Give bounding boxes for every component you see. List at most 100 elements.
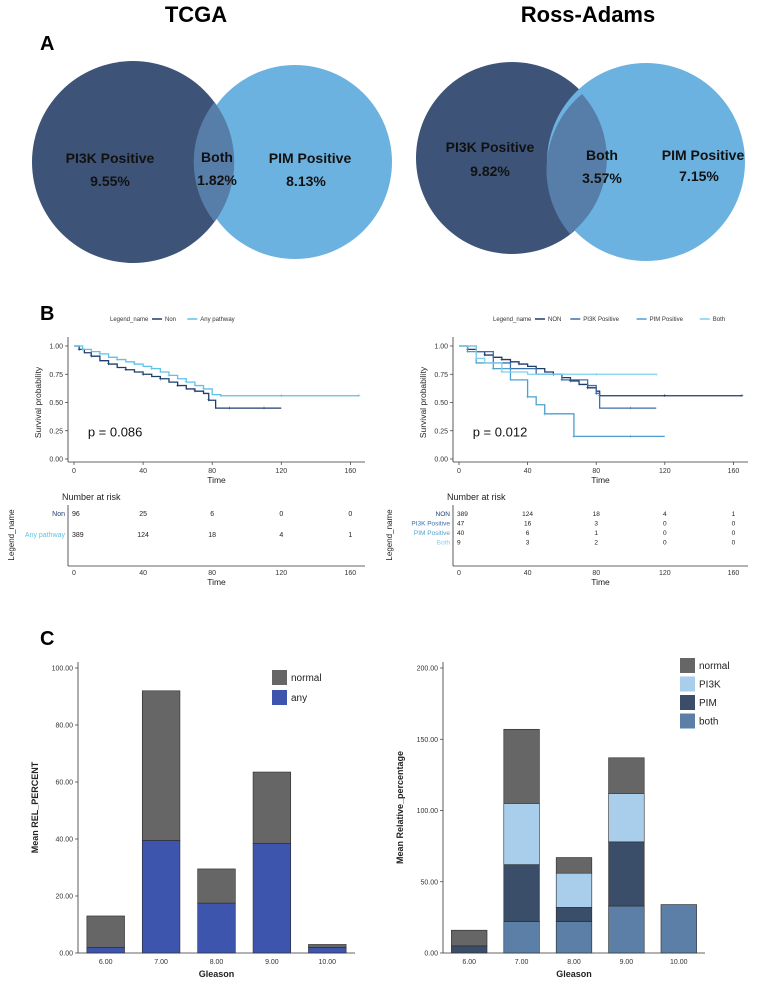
bar-segment-any — [141, 840, 181, 954]
bar-segment-normal — [86, 915, 125, 948]
risk-count: 0 — [663, 540, 667, 547]
bar-segment-both — [503, 921, 540, 954]
x-tick-label: 10.00 — [670, 959, 688, 966]
y-tick-label: 200.00 — [417, 666, 439, 673]
km-chart-tcga: Legend_name Non Any pathway 0.00 0.25 0.50 0.7… — [7, 317, 365, 587]
y-tick-label: 40.00 — [55, 837, 73, 844]
legend-label: PI3K Positive — [583, 317, 619, 323]
x-tick-label: 40 — [524, 468, 532, 475]
bar-segment-normal — [451, 929, 488, 947]
censor-mark: + — [176, 384, 180, 390]
risk-x-tick-label: 40 — [139, 570, 147, 577]
venn-left-value: 9.55% — [90, 173, 130, 189]
venn-left-value: 9.82% — [470, 163, 510, 179]
censor-mark: + — [98, 352, 102, 358]
censor-mark: + — [185, 380, 189, 386]
legend-swatch — [680, 658, 695, 673]
x-tick-label: 9.00 — [265, 959, 279, 966]
risk-count: 18 — [208, 532, 216, 539]
legend-label: both — [699, 717, 718, 728]
risk-table-title: Number at risk — [62, 492, 121, 502]
censor-mark: + — [207, 398, 211, 404]
venn-circle-pim — [547, 63, 745, 261]
risk-count: 47 — [457, 521, 465, 528]
bar-segment-pim — [451, 945, 488, 954]
censor-mark: + — [167, 373, 171, 379]
legend-label: Both — [713, 317, 725, 323]
risk-count: 6 — [526, 530, 530, 537]
x-tick-label: 160 — [345, 468, 357, 475]
risk-count: 2 — [594, 540, 598, 547]
km-curve-both — [459, 345, 657, 375]
censor-mark: + — [280, 394, 284, 400]
risk-x-axis-title: Time — [591, 577, 610, 587]
censor-mark: + — [107, 362, 111, 368]
bar-segment-pi3k — [503, 803, 540, 865]
legend-label: Non — [165, 317, 176, 323]
censor-mark: + — [483, 353, 487, 359]
censor-mark: + — [90, 354, 94, 360]
censor-mark: + — [219, 394, 223, 400]
y-tick-label: 0.25 — [434, 428, 448, 435]
risk-count: 3 — [594, 521, 598, 528]
venn-right-value: 8.13% — [286, 173, 326, 189]
bar-chart-ross-adams: 0.00 50.00 100.00 150.00 200.00 6.00 7.00 8.00 9… — [395, 658, 730, 979]
y-tick-label: 0.50 — [49, 400, 63, 407]
x-axis-title: Gleason — [556, 969, 592, 979]
x-tick-label: 120 — [275, 468, 287, 475]
venn-tcga: TCGA PI3K Positive 9.55% Both 1.82% PIM … — [32, 2, 392, 263]
y-tick-label: 150.00 — [417, 737, 439, 744]
bar-chart-tcga: 0.00 20.00 40.00 60.00 80.00 100.00 6.00 7.00 8.… — [30, 662, 355, 979]
risk-count: 40 — [457, 530, 465, 537]
y-tick-label: 100.00 — [52, 666, 74, 673]
risk-count: 0 — [663, 530, 667, 537]
censor-mark: + — [500, 358, 504, 364]
x-tick-label: 0 — [457, 468, 461, 475]
x-tick-label: 40 — [139, 468, 147, 475]
bar-segment-any — [308, 946, 347, 954]
panel-label-c: C — [40, 628, 54, 650]
risk-x-axis-title: Time — [207, 577, 226, 587]
censor-mark: + — [517, 362, 521, 368]
censor-mark: + — [594, 391, 598, 397]
censor-mark: + — [141, 372, 145, 378]
bar-segment-pim — [555, 907, 593, 922]
censor-mark: + — [492, 367, 496, 373]
risk-x-tick-label: 120 — [275, 570, 287, 577]
risk-count: 0 — [732, 521, 736, 528]
x-axis-title: Gleason — [199, 969, 235, 979]
legend-label: Any pathway — [200, 317, 234, 323]
x-tick-label: 10.00 — [319, 959, 337, 966]
risk-x-tick-label: 0 — [457, 570, 461, 577]
x-tick-label: 0 — [72, 468, 76, 475]
x-tick-label: 8.00 — [210, 959, 224, 966]
km-chart-ross-adams: Legend_name NON PI3K Positive PIM Positive B… — [385, 317, 748, 587]
legend-title: Legend_name — [110, 317, 149, 323]
venn-both-label: Both — [586, 147, 618, 163]
km-curve-any-pathway — [74, 345, 359, 397]
risk-y-axis-title: Legend_name — [7, 509, 16, 561]
risk-row-label: PI3K Positive — [411, 521, 450, 528]
km-curve-non — [74, 345, 282, 409]
venn-circle-pi3k — [32, 61, 234, 263]
censor-mark: + — [526, 395, 530, 401]
y-tick-label: 0.00 — [49, 457, 63, 464]
y-axis-title: Mean REL_PERCENT — [30, 761, 40, 853]
legend-swatch — [680, 676, 695, 692]
legend-label: normal — [291, 673, 322, 684]
p-value: p = 0.012 — [473, 424, 528, 439]
bar-segment-normal — [197, 868, 236, 904]
risk-count: 389 — [457, 511, 468, 518]
venn-intersection — [546, 94, 607, 234]
censor-mark: + — [572, 434, 576, 440]
panel-label-b: B — [40, 303, 54, 325]
y-tick-label: 0.00 — [434, 457, 448, 464]
bar-segment-pi3k — [555, 872, 593, 908]
risk-row-label: Any pathway — [25, 532, 66, 539]
censor-mark: + — [629, 434, 633, 440]
risk-count: 3 — [526, 540, 530, 547]
censor-mark: + — [115, 358, 119, 364]
censor-mark: + — [500, 370, 504, 376]
risk-count: 0 — [348, 511, 352, 518]
censor-mark: + — [228, 406, 232, 412]
